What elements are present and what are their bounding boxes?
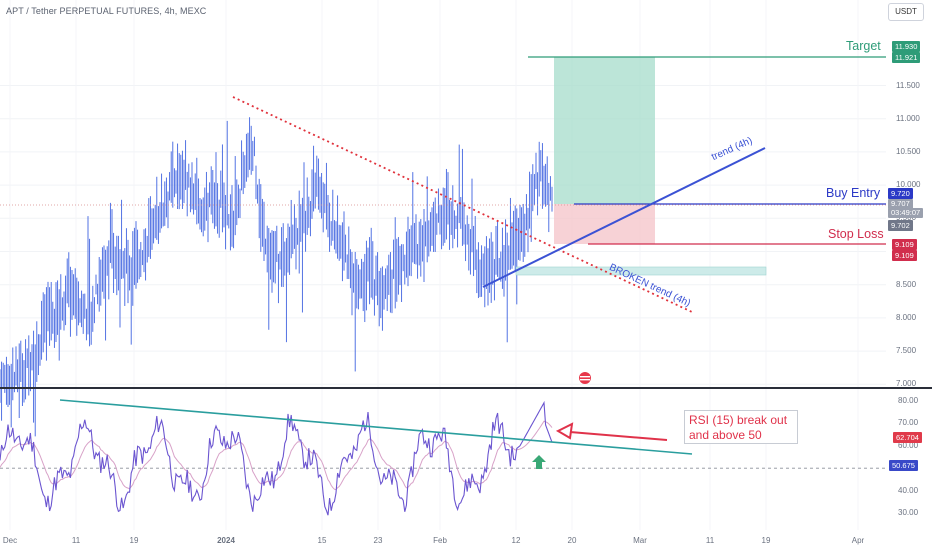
price-axis-label: 8.500 [896,279,917,289]
support-zone [515,266,767,276]
event-marker-stripe [580,376,590,378]
rsi-axis-label: 60.00 [898,440,919,450]
time-axis-label: Feb [433,536,447,545]
price-axis-label: 11.000 [896,113,920,123]
rsi-note-line1: RSI (15) break out [689,413,788,427]
time-axis-label: Dec [2,536,18,545]
time-axis-label: 2024 [217,536,235,545]
trend-drawings [232,96,766,384]
stop-loss-label: Stop Loss [828,227,884,241]
time-axis-label: 19 [761,536,771,545]
price-axis-label: 7.500 [896,346,917,356]
time-axis-label: 23 [373,536,383,545]
time-axis-label: Mar [633,536,647,545]
target-price-tag-2: 11.921 [892,52,921,63]
time-axis-label: 11 [71,536,81,545]
price-axis-label: 10.000 [896,180,921,190]
stop-price-tag: 9.109 [892,239,917,250]
rsi-note: RSI (15) break out and above 50 [684,410,798,444]
target-zone [554,57,655,204]
broken-trend-line [232,96,693,313]
event-marker-icon [579,372,591,384]
rsi-value-tag: 62.704 [893,432,922,443]
price-axis-label: 10.500 [896,146,921,156]
uptrend-line [482,147,766,288]
event-marker-stripe [580,379,590,381]
rsi-trendline [59,399,693,455]
target-label: Target [846,39,881,53]
time-axis-label: 11 [705,536,715,545]
time-axis-label: 15 [317,536,327,545]
time-axis-label: Apr [851,536,865,545]
currency-selector[interactable]: USDT [888,3,924,21]
bar-countdown: 03:49:07 [888,208,924,218]
rsi-line [0,400,553,516]
last-price-tag: 9.702 [888,220,913,231]
symbol-title: APT / Tether PERPETUAL FUTURES, 4h, MEXC [6,6,207,16]
rsi-arrow-head [555,422,574,440]
price-candles [0,117,553,437]
price-axis-label: 7.000 [896,379,917,389]
entry-price-tag: 9.720 [888,188,913,199]
price-axis-label: 11.500 [896,80,920,90]
rsi-axis-label: 70.00 [898,418,919,428]
rsi-panel [0,399,886,516]
time-axis-label: 12 [511,536,521,545]
rsi-note-line2: and above 50 [689,428,762,442]
rsi-axis-label: 40.00 [898,485,919,495]
price-axis-label: 8.000 [896,312,917,322]
rsi-axis-label: 80.00 [898,396,919,405]
time-axis-label: 20 [567,536,577,545]
target-price-tag: 11.930 [892,41,921,52]
stop-price-tag-2: 9.109 [892,250,917,261]
current-price-tag: 9.707 [888,199,913,209]
breakout-up-marker-icon [532,455,546,469]
rsi-ma-value-tag: 50.675 [889,460,918,471]
buy-entry-label: Buy Entry [826,186,881,200]
rsi-arrow-shaft [569,431,668,441]
position-zones [0,56,886,276]
time-axis-label: 19 [129,536,139,545]
rsi-axis-label: 30.00 [898,508,919,517]
